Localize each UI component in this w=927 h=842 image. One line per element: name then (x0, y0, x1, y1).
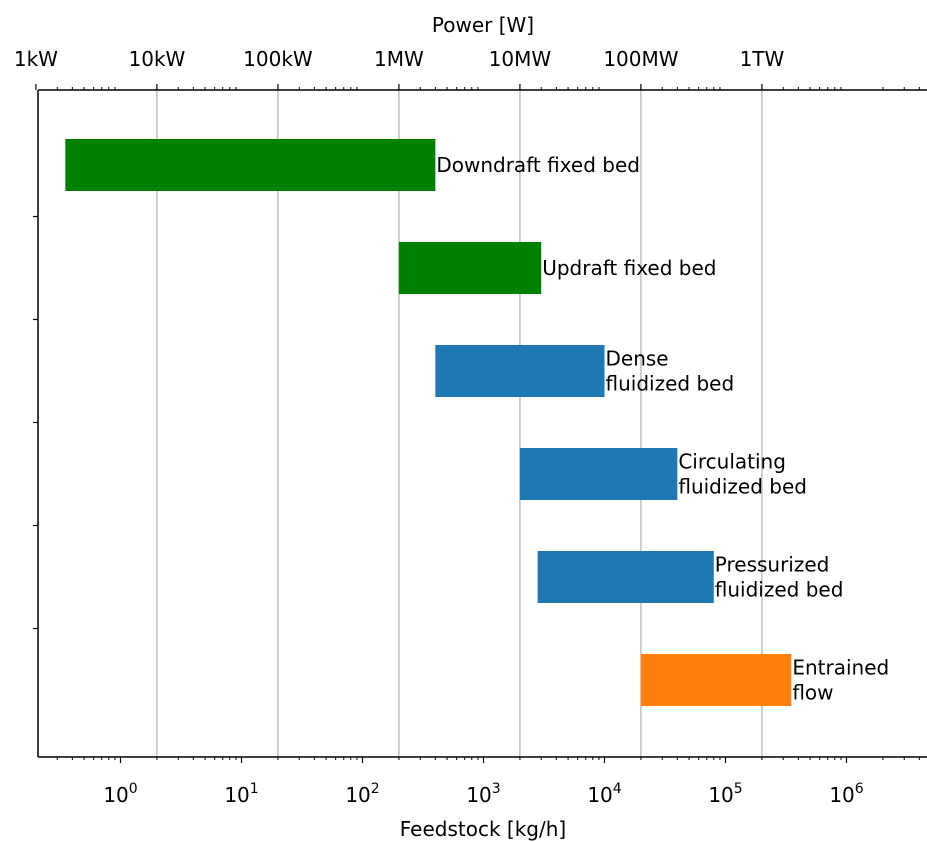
bar-label: fluidized bed (678, 475, 807, 499)
x-tick-label: 105 (708, 781, 742, 807)
bars: Downdraft fixed bed Updraft fixed bed Dens… (65, 139, 889, 706)
top-tick-label: 100kW (243, 47, 313, 71)
bar (537, 551, 714, 603)
grid-lines (156, 90, 763, 757)
bar (640, 654, 792, 706)
x-tick-label: 102 (345, 781, 379, 807)
bar (65, 139, 436, 191)
top-tick-label: 10kW (129, 47, 186, 71)
ticks: 100 101 102 103 104 105 106 1kW 10kW 100kW 1MW 10MW… (14, 47, 920, 807)
x-axis-label: Feedstock [kg/h] (400, 817, 566, 841)
bar-label: Circulating (678, 450, 786, 474)
bar (398, 242, 542, 294)
top-tick-label: 1TW (740, 47, 785, 71)
top-tick-label: 10MW (489, 47, 552, 71)
bar-label: Pressurized (715, 553, 830, 577)
axes (37, 89, 927, 758)
top-tick-label: 1kW (14, 47, 58, 71)
bar-label: flow (792, 681, 833, 705)
x-tick-label: 101 (224, 781, 258, 807)
x-tick-label: 106 (829, 781, 863, 807)
bar-label: Dense (606, 347, 669, 371)
top-tick-label: 100MW (603, 47, 678, 71)
bar (519, 448, 678, 500)
x-tick-label: 104 (587, 781, 621, 807)
top-tick-label: 1MW (374, 47, 424, 71)
top-axis-label: Power [W] (432, 13, 534, 37)
bar-label: Updraft fixed bed (542, 256, 716, 280)
x-tick-label: 103 (466, 781, 500, 807)
bar-label: fluidized bed (715, 578, 844, 602)
bar-label: Downdraft fixed bed (436, 153, 640, 177)
bar-label: fluidized bed (606, 372, 735, 396)
x-tick-label: 100 (103, 781, 137, 807)
bar (435, 345, 605, 397)
bar-label: Entrained (792, 656, 889, 680)
